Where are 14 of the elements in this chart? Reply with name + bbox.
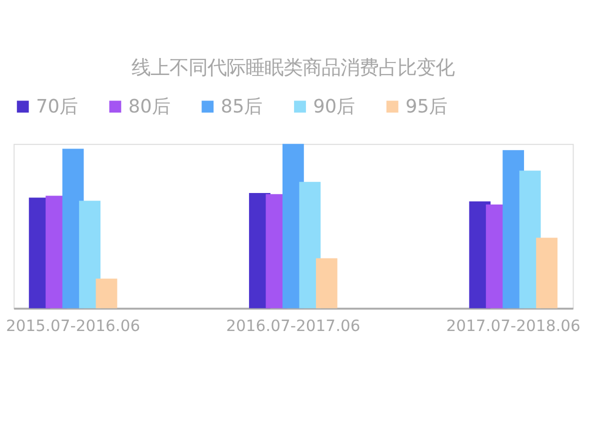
x-tick-label: 2017.07-2018.06 <box>446 317 580 336</box>
legend-label: 80后 <box>128 96 170 118</box>
x-tick-label: 2015.07-2016.06 <box>6 317 140 336</box>
bar <box>96 278 118 308</box>
chart-title: 线上不同代际睡眠类商品消费占比变化 <box>132 56 455 79</box>
bar <box>536 238 558 308</box>
bar <box>79 200 100 308</box>
legend-label: 70后 <box>36 96 78 118</box>
legend-label: 90后 <box>313 96 355 118</box>
legend-label: 85后 <box>220 96 262 118</box>
legend-label: 95后 <box>406 96 448 118</box>
x-tick-label: 2016.07-2017.06 <box>226 317 360 336</box>
bar <box>299 182 321 308</box>
bar <box>316 258 338 308</box>
